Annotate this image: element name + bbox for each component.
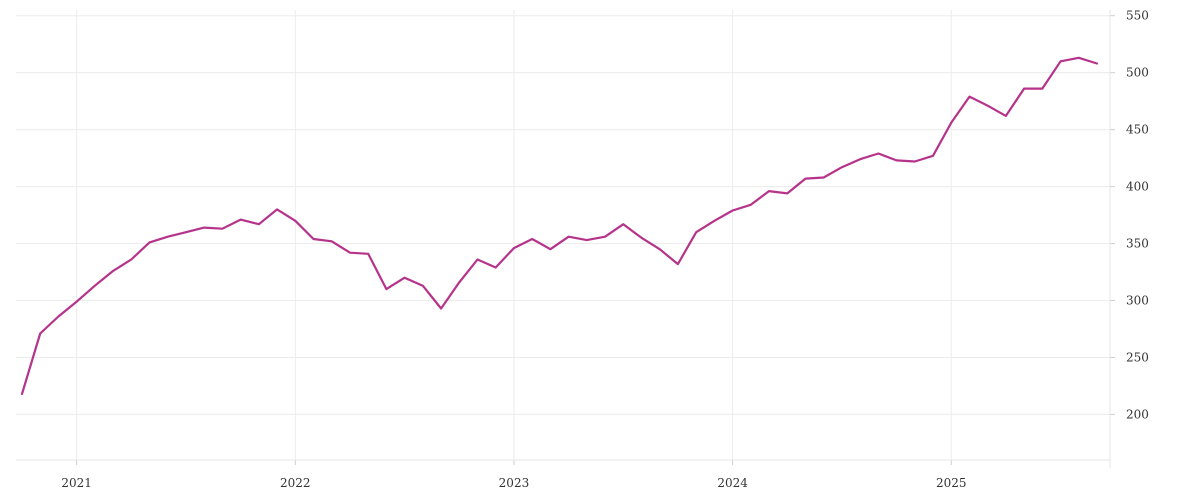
data-point xyxy=(693,229,699,235)
data-point xyxy=(165,234,171,240)
data-point xyxy=(1076,55,1082,61)
y-tick-label: 500 xyxy=(1126,66,1149,80)
data-point xyxy=(55,314,61,320)
data-point xyxy=(948,120,954,126)
data-point xyxy=(730,208,736,214)
data-point xyxy=(748,202,754,208)
data-point xyxy=(930,153,936,159)
grid-layer xyxy=(16,10,1110,460)
data-point xyxy=(37,331,43,337)
data-point xyxy=(110,268,116,274)
x-tick-label: 2022 xyxy=(280,476,311,490)
data-point xyxy=(657,246,663,252)
y-tick-label: 300 xyxy=(1126,294,1149,308)
data-point xyxy=(19,391,25,397)
x-tick-label: 2023 xyxy=(499,476,530,490)
data-point xyxy=(183,229,189,235)
data-point xyxy=(475,257,481,263)
data-point xyxy=(92,283,98,289)
data-point xyxy=(894,157,900,163)
y-tick-label: 350 xyxy=(1126,237,1149,251)
x-tick-label: 2024 xyxy=(717,476,748,490)
data-point xyxy=(311,236,317,242)
data-point xyxy=(784,190,790,196)
x-tick-label: 2021 xyxy=(61,476,92,490)
data-point xyxy=(1058,58,1064,64)
data-point xyxy=(547,246,553,252)
data-point xyxy=(766,188,772,194)
data-point xyxy=(1039,86,1045,92)
series-line xyxy=(20,56,1099,395)
data-point xyxy=(493,265,499,271)
data-point xyxy=(857,156,863,162)
data-point xyxy=(566,234,572,240)
data-point xyxy=(365,251,371,257)
data-point xyxy=(201,225,207,231)
data-point xyxy=(639,235,645,241)
data-point xyxy=(438,306,444,312)
data-point xyxy=(347,250,353,256)
data-point xyxy=(875,151,881,157)
y-tick-label: 450 xyxy=(1126,123,1149,137)
data-point xyxy=(584,237,590,243)
y-tick-label: 200 xyxy=(1126,407,1149,421)
data-point xyxy=(329,238,335,244)
data-point xyxy=(402,275,408,281)
data-point xyxy=(219,226,225,232)
data-point xyxy=(529,236,535,242)
data-point xyxy=(1094,61,1100,67)
data-point xyxy=(292,218,298,224)
data-point xyxy=(985,103,991,109)
axis-layer: 200 250 300 350 400 450 500 550 2021 2022 2023 2024… xyxy=(16,9,1149,490)
y-tick-label: 400 xyxy=(1126,180,1149,194)
x-tick-label: 2025 xyxy=(936,476,967,490)
y-tick-label: 550 xyxy=(1126,9,1149,23)
data-point xyxy=(1021,86,1027,92)
data-point xyxy=(675,261,681,267)
y-tick-label: 250 xyxy=(1126,350,1149,364)
data-point xyxy=(912,159,918,165)
data-point xyxy=(238,217,244,223)
data-point xyxy=(803,176,809,182)
data-point xyxy=(511,245,517,251)
data-point xyxy=(821,175,827,181)
data-point xyxy=(620,221,626,227)
data-point xyxy=(456,279,462,285)
data-point xyxy=(839,164,845,170)
data-point xyxy=(711,218,717,224)
data-point xyxy=(602,234,608,240)
series-layer xyxy=(19,55,1100,397)
data-point xyxy=(256,221,262,227)
data-point xyxy=(74,299,80,305)
data-point xyxy=(147,239,153,245)
data-point xyxy=(967,94,973,100)
data-point xyxy=(383,286,389,292)
data-point xyxy=(274,206,280,212)
data-point xyxy=(1003,113,1009,119)
data-point xyxy=(420,283,426,289)
data-point xyxy=(128,257,134,263)
